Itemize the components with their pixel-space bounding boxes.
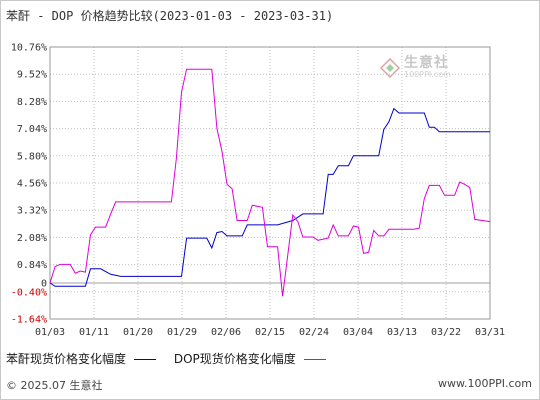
footer-copyright: © 2025.07 生意社 [6,379,103,392]
y-tick-label: 0 [41,279,47,290]
y-tick-label: -1.64% [11,315,47,326]
legend-swatch-series-1 [134,359,157,360]
x-tick-label: 01/03 [35,327,65,338]
tick-label-layer: 10.76% 9.52% 8.28% 7.04% 5.80% 4.56% 3.32% 2.08… [11,43,505,339]
axis-layer [49,46,491,320]
y-tick-label: 9.52% [17,70,47,81]
x-tick-label: 03/22 [431,327,461,338]
y-tick-label: 4.56% [17,179,47,190]
series-line-1 [49,107,490,287]
x-tick-label: 03/13 [387,327,417,338]
legend-item-series-1: 苯酐现货价格变化幅度 [6,350,157,367]
x-tick-label: 02/06 [211,327,241,338]
y-tick-label: 3.32% [17,206,47,217]
watermark-text: 生意社 [404,55,449,71]
watermark-logo: 生意社 100PPI.com [380,56,451,79]
y-tick-label: -0.40% [11,287,47,298]
y-tick-label: 0.84% [17,260,47,271]
legend-label-series-1: 苯酐现货价格变化幅度 [6,352,127,366]
legend-swatch-series-2 [303,359,326,360]
y-tick-label: 10.76% [11,43,47,54]
chart-title: 苯酐 - DOP 价格趋势比较(2023-01-03 - 2023-03-31) [6,9,334,23]
grid-layer [50,46,490,320]
series-line-2 [49,68,491,297]
x-tick-label: 03/31 [475,327,505,338]
y-tick-label: 8.28% [17,97,47,108]
y-tick-label: 7.04% [17,124,47,135]
watermark-subtext: 100PPI.com [404,70,451,79]
legend-item-series-2: DOP现货价格变化幅度 [174,350,326,367]
x-tick-label: 01/11 [79,327,109,338]
legend-label-series-2: DOP现货价格变化幅度 [173,352,296,366]
legend: 苯酐现货价格变化幅度 DOP现货价格变化幅度 [6,350,340,367]
logo-diamond-icon [380,57,400,78]
x-tick-label: 01/29 [167,327,197,338]
plot-border [49,46,491,320]
x-tick-label: 02/15 [255,327,285,338]
x-tick-label: 01/20 [123,327,153,338]
series-layer [49,68,491,297]
y-tick-label: 2.08% [17,233,47,244]
footer-website: www.100PPI.com [438,377,532,390]
x-tick-label: 02/24 [299,327,329,338]
y-tick-label: 5.80% [17,151,47,162]
x-tick-label: 03/04 [343,327,373,338]
